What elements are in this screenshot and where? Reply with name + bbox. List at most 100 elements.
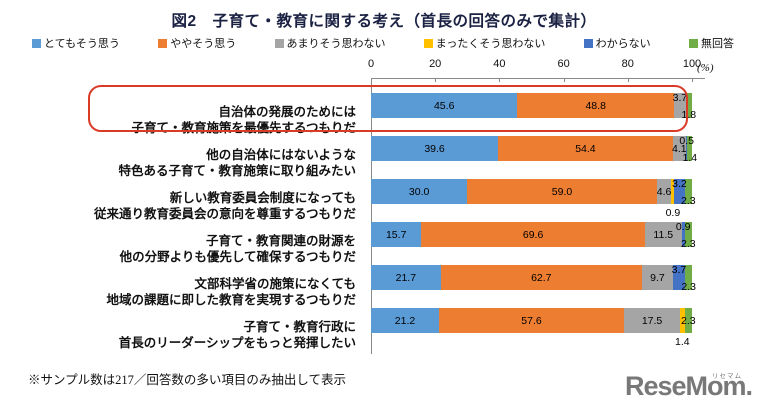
bar-segment-no_answer bbox=[684, 308, 692, 333]
legend: とてもそう思う ややそう思う あまりそう思わない まったくそう思わない わからない 無回答 bbox=[32, 35, 734, 51]
legend-swatch-icon bbox=[274, 38, 284, 48]
value-label: 21.2 bbox=[394, 314, 416, 327]
bar-segment-not_at_all bbox=[680, 308, 685, 333]
value-label: 3.2 bbox=[672, 178, 687, 190]
axis-tick-mark bbox=[563, 78, 565, 82]
value-label: 48.8 bbox=[585, 99, 606, 112]
bar-segment-not_really bbox=[644, 222, 682, 247]
bar-segment-no_answer bbox=[684, 222, 692, 247]
value-label: 45.6 bbox=[433, 99, 455, 112]
axis-tick-label: 100 bbox=[682, 58, 702, 70]
category-label-line: 他の自治体にはないような bbox=[206, 148, 356, 162]
value-label: 69.6 bbox=[522, 228, 544, 241]
value-label: 54.4 bbox=[575, 142, 596, 155]
legend-label: ややそう思う bbox=[170, 38, 237, 50]
legend-swatch-icon bbox=[688, 38, 698, 48]
value-label: 3.7 bbox=[671, 264, 687, 276]
chart-title: 図2 子育て・教育に関する考え（首長の回答のみで集計） bbox=[171, 13, 597, 30]
category-label-line: 特色ある子育て・教育施策に取り組みたい bbox=[118, 164, 356, 178]
value-label: 1.8 bbox=[681, 109, 697, 121]
value-label: 17.5 bbox=[641, 314, 663, 327]
bar-segment-dont_know bbox=[673, 265, 685, 290]
category-label-line: 首長のリーダーシップをもっと発揮したい bbox=[118, 336, 356, 350]
bar-segment-no_answer bbox=[684, 179, 692, 204]
value-label: 0.9 bbox=[675, 221, 691, 233]
legend-swatch-icon bbox=[423, 38, 433, 48]
bar-segment-dont_know bbox=[685, 136, 688, 161]
bar-segment-not_really bbox=[656, 179, 672, 204]
category-label-line: 子育て・教育行政に bbox=[243, 320, 356, 334]
bar-segment-somewhat bbox=[440, 265, 642, 290]
bar-row: 21.7 62.7 9.7 3.7 2.3 bbox=[371, 264, 696, 293]
x-axis-line bbox=[371, 78, 705, 79]
category-label-line: 従来通り教育委員会の意向を尊重するつもりだ bbox=[93, 207, 356, 221]
value-label: 39.6 bbox=[424, 142, 445, 155]
bar-segment-very bbox=[371, 308, 440, 333]
bar-segment-very bbox=[371, 222, 422, 247]
legend-label: 無回答 bbox=[700, 38, 734, 50]
value-label: 1.4 bbox=[682, 152, 698, 164]
axis-tick-label: 60 bbox=[557, 58, 570, 70]
bar-segment-somewhat bbox=[421, 222, 645, 247]
bar-segment-no_answer bbox=[684, 265, 693, 290]
value-label: 62.7 bbox=[531, 271, 552, 284]
value-label: 2.3 bbox=[681, 281, 696, 293]
category-label-line: 子育て・教育施策を最優先するつもりだ bbox=[131, 121, 356, 135]
category-label-line: 他の分野よりも優先して確保するつもりだ bbox=[119, 250, 356, 264]
value-label: 0.9 bbox=[665, 207, 681, 219]
value-label: 59.0 bbox=[551, 185, 573, 198]
value-label: 4.1 bbox=[672, 142, 687, 155]
plot-area: 0 20 40 60 80 100 45.6 48.8 3.7 1.8 39.6 54.4 4.1 0.5… bbox=[368, 58, 705, 354]
bar-segment-somewhat bbox=[517, 93, 675, 118]
value-label: 3.7 bbox=[672, 92, 688, 104]
y-axis-line bbox=[371, 78, 372, 354]
axis-tick-mark bbox=[435, 78, 437, 82]
bar-segment-somewhat bbox=[439, 308, 624, 333]
legend-swatch-icon bbox=[583, 38, 593, 48]
bar-segment-not_really bbox=[672, 136, 686, 161]
bar-segment-somewhat bbox=[467, 179, 657, 204]
axis-unit-label: (%) bbox=[697, 62, 714, 74]
bar-segment-somewhat bbox=[498, 136, 673, 161]
bar-segment-not_really bbox=[641, 265, 674, 290]
logo-ruby-text: リセマム bbox=[712, 373, 742, 380]
bar-segment-not_at_all bbox=[671, 179, 675, 204]
bar-row: 15.7 69.6 11.5 0.9 2.3 bbox=[371, 221, 696, 250]
axis-tick-label: 20 bbox=[429, 58, 442, 70]
axis-tick-label: 40 bbox=[493, 58, 506, 70]
value-label: 1.4 bbox=[675, 336, 690, 348]
category-label: 自治体の発展のためには子育て・教育施策を最優先するつもりだ bbox=[0, 104, 356, 136]
bar-segment-very bbox=[371, 136, 499, 161]
category-label-line: 自治体の発展のためには bbox=[218, 105, 356, 119]
bar-segment-dont_know bbox=[674, 179, 685, 204]
bar-segment-very bbox=[371, 265, 441, 290]
value-label: 11.5 bbox=[653, 228, 674, 241]
category-label: 文部科学省の施策になくても地域の課題に即した教育を実現するつもりだ bbox=[0, 276, 356, 308]
value-label: 2.3 bbox=[680, 314, 696, 327]
logo-text: ReseMom. bbox=[624, 371, 753, 401]
value-label: 21.7 bbox=[395, 271, 417, 284]
category-label-line: 文部科学省の施策になくても bbox=[194, 277, 356, 291]
legend-item-not_at_all: まったくそう思わない bbox=[423, 35, 546, 51]
category-label: 子育て・教育関連の財源を他の分野よりも優先して確保するつもりだ bbox=[0, 233, 356, 265]
legend-label: わからない bbox=[595, 38, 651, 50]
axis-tick-mark bbox=[371, 78, 372, 82]
legend-label: まったくそう思わない bbox=[435, 38, 546, 50]
category-label-line: 地域の課題に即した教育を実現するつもりだ bbox=[106, 293, 356, 307]
category-label-line: 子育て・教育関連の財源を bbox=[205, 234, 356, 248]
value-label: 15.7 bbox=[385, 228, 407, 241]
category-label: 他の自治体にはないような特色ある子育て・教育施策に取り組みたい bbox=[0, 147, 356, 179]
value-label: 0.5 bbox=[679, 135, 695, 147]
legend-item-dont_know: わからない bbox=[583, 35, 651, 51]
bar-row: 30.0 59.0 4.6 0.9 3.2 2.3 bbox=[371, 178, 696, 219]
resemom-logo: リセマム ReseMom. bbox=[624, 371, 753, 402]
footnote: ※サンプル数は217／回答数の多い項目のみ抽出して表示 bbox=[28, 373, 347, 387]
value-label: 30.0 bbox=[408, 185, 430, 198]
axis-tick-mark bbox=[627, 78, 629, 82]
legend-swatch-icon bbox=[32, 38, 41, 48]
legend-label: とてもそう思う bbox=[44, 38, 120, 50]
bar-row: 39.6 54.4 4.1 0.5 1.4 bbox=[371, 135, 697, 164]
value-label: 2.3 bbox=[680, 238, 696, 250]
value-label: 57.6 bbox=[521, 314, 542, 327]
